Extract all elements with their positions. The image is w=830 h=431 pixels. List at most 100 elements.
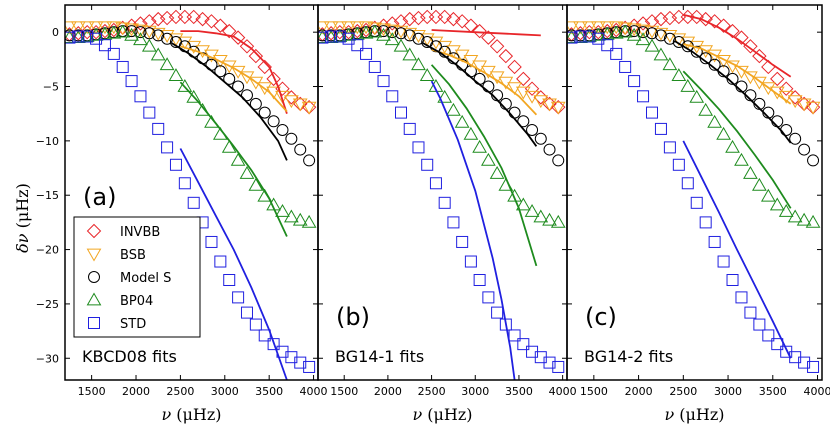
panel-tag: (a) [83, 183, 116, 211]
data-point-std [403, 122, 416, 135]
x-tick-label: 1500 [78, 385, 106, 398]
data-point-std [187, 196, 200, 209]
legend-label-bp04: BP04 [120, 294, 153, 309]
data-point-bsb [79, 21, 95, 35]
data-point-bsb [115, 22, 131, 36]
legend-marker-bsb [86, 248, 102, 262]
data-point-std [482, 291, 495, 304]
data-point-invbb [428, 9, 444, 25]
data-point-bp04 [115, 24, 131, 38]
data-point-std [342, 32, 355, 45]
data-point-invbb [653, 11, 669, 27]
data-point-model-s [646, 27, 658, 40]
data-point-model-s [249, 97, 262, 110]
data-point-model-s [386, 26, 399, 39]
x-tick-label: 2000 [122, 385, 150, 398]
x-tick-label: 2500 [166, 385, 194, 398]
x-axis-label-symbol: ν [664, 405, 674, 424]
legend-label-bsb: BSB [120, 248, 146, 263]
data-point-bsb [573, 21, 588, 35]
data-point-std [223, 274, 236, 286]
data-point-invbb [376, 18, 391, 33]
data-point-std [267, 338, 280, 351]
data-point-bp04 [689, 89, 705, 103]
fit-line-invbb [431, 29, 541, 37]
data-point-std [637, 90, 650, 103]
x-tick-label: 4000 [549, 385, 577, 398]
x-axis-label: ν (μHz) [412, 405, 472, 424]
x-tick-label: 1500 [580, 385, 608, 398]
data-point-model-s [412, 32, 425, 45]
legend-label-invbb: INVBB [120, 225, 160, 240]
data-point-model-s [232, 80, 245, 93]
y-axis-label-unit: (μHz) [13, 183, 32, 228]
data-point-invbb [177, 9, 193, 25]
y-tick-label: −10 [36, 135, 59, 148]
x-tick-label: 2500 [669, 385, 697, 398]
legend-marker-invbb [86, 223, 102, 239]
fit-line-std [430, 80, 516, 380]
data-point-std [386, 90, 399, 103]
x-axis-label-symbol: ν [161, 405, 171, 424]
data-point-std [429, 177, 442, 190]
data-point-model-s [654, 29, 667, 42]
data-point-invbb [752, 48, 767, 64]
data-point-bsb [88, 21, 104, 35]
data-point-model-s [276, 124, 289, 136]
data-point-std [143, 106, 156, 119]
fit-label: KBCD08 fits [82, 347, 177, 366]
data-point-model-s [780, 124, 793, 136]
data-point-bp04 [402, 47, 418, 61]
data-point-model-s [508, 106, 521, 119]
data-point-bsb [367, 22, 383, 36]
data-point-bp04 [195, 102, 210, 116]
data-point-invbb [698, 11, 713, 27]
data-point-bsb [349, 21, 365, 35]
data-point-invbb [230, 30, 246, 45]
x-tick-label: 3000 [211, 385, 239, 398]
data-point-bp04 [284, 209, 299, 223]
y-tick-label: −30 [36, 352, 59, 365]
data-point-invbb [257, 59, 272, 75]
fit-line-invbb [683, 13, 792, 78]
data-point-bsb [582, 21, 597, 35]
legend-marker-std [88, 317, 100, 329]
data-point-std [610, 47, 623, 60]
x-tick-label: 4000 [300, 385, 328, 398]
data-point-invbb [734, 30, 749, 45]
panels-layer: 1500 2000 2500 3000 3500 4000 0 −5 −10 −15 −20 −25 −… [36, 4, 830, 424]
data-point-invbb [524, 81, 540, 96]
data-point-model-s [552, 154, 565, 167]
data-point-std [240, 306, 253, 319]
x-axis-label: ν (μHz) [161, 405, 221, 424]
data-point-std [107, 47, 120, 60]
data-point-std [395, 106, 407, 119]
data-point-bsb [301, 101, 317, 115]
panel-frame [566, 4, 823, 381]
legend-marker-model-s [88, 271, 100, 283]
data-point-model-s [258, 106, 271, 119]
data-point-bp04 [796, 212, 812, 226]
data-point-std [152, 122, 165, 135]
data-point-bp04 [608, 25, 624, 39]
data-point-invbb [707, 14, 722, 29]
data-point-bp04 [472, 139, 487, 153]
data-point-bp04 [617, 24, 633, 38]
data-point-model-s [789, 132, 802, 145]
data-point-std [421, 158, 434, 171]
panel-1: 1500 2000 2500 3000 3500 4000 0 −5 −10 −15 −20 −25 −… [36, 4, 328, 424]
data-point-bp04 [150, 47, 166, 61]
data-point-bp04 [680, 79, 696, 92]
data-point-std [681, 177, 694, 190]
data-point-model-s [403, 29, 416, 42]
data-point-std [65, 31, 76, 44]
data-point-std [663, 141, 676, 154]
data-point-std [699, 216, 712, 229]
data-point-model-s [134, 26, 147, 39]
y-axis-label: δν (μHz) [13, 183, 32, 253]
data-point-invbb [385, 16, 400, 31]
data-point-std [294, 356, 307, 369]
data-point-bp04 [376, 27, 391, 41]
data-point-model-s [161, 32, 174, 45]
